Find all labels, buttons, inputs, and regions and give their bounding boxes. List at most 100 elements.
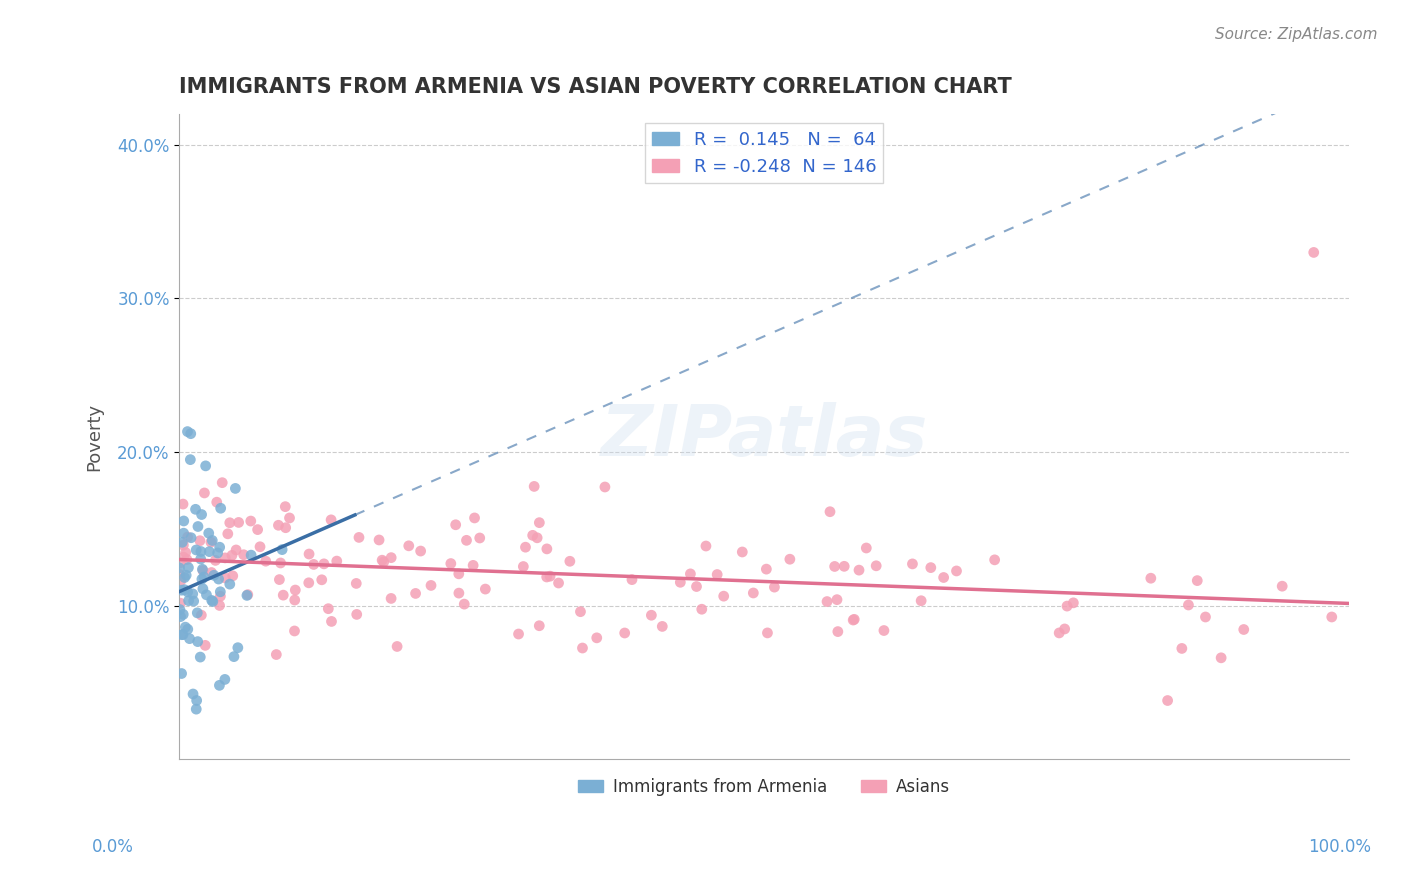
Immigrants from Armenia	[190, 544, 212, 558]
Immigrants from Armenia	[169, 609, 191, 624]
Asians	[901, 557, 924, 571]
Immigrants from Armenia	[226, 640, 249, 655]
Asians	[1171, 641, 1194, 656]
Immigrants from Armenia	[209, 501, 232, 516]
Asians	[249, 540, 271, 554]
Asians	[194, 638, 217, 652]
Immigrants from Armenia	[187, 634, 209, 648]
Immigrants from Armenia	[173, 582, 195, 597]
Asians	[311, 573, 333, 587]
Asians	[1302, 245, 1324, 260]
Asians	[278, 511, 301, 525]
Asians	[669, 575, 692, 590]
Asians	[205, 495, 228, 509]
Asians	[640, 608, 662, 623]
Immigrants from Armenia	[184, 502, 207, 516]
Asians	[214, 550, 236, 565]
Asians	[174, 545, 197, 559]
Immigrants from Armenia	[224, 482, 246, 496]
Immigrants from Armenia	[181, 587, 204, 601]
Asians	[188, 533, 211, 548]
Asians	[1233, 623, 1256, 637]
Immigrants from Armenia	[201, 593, 224, 607]
Immigrants from Armenia	[179, 632, 201, 646]
Asians	[302, 558, 325, 572]
Asians	[569, 605, 592, 619]
Asians	[222, 569, 245, 583]
Asians	[910, 593, 932, 607]
Immigrants from Armenia	[187, 519, 209, 533]
Immigrants from Armenia	[195, 588, 218, 602]
Asians	[593, 480, 616, 494]
Asians	[526, 531, 548, 545]
Asians	[763, 580, 786, 594]
Asians	[983, 553, 1005, 567]
Asians	[755, 562, 778, 576]
Asians	[1056, 599, 1078, 613]
Asians	[529, 618, 551, 632]
Asians	[536, 541, 558, 556]
Asians	[463, 558, 485, 573]
Asians	[523, 479, 546, 493]
Immigrants from Armenia	[207, 572, 229, 586]
Immigrants from Armenia	[177, 622, 200, 636]
Immigrants from Armenia	[176, 585, 198, 599]
Asians	[321, 615, 343, 629]
Immigrants from Armenia	[240, 548, 263, 562]
Asians	[844, 612, 866, 626]
Asians	[508, 627, 530, 641]
Immigrants from Armenia	[214, 673, 236, 687]
Asians	[832, 559, 855, 574]
Asians	[169, 596, 191, 610]
Asians	[274, 521, 297, 535]
Asians	[474, 582, 496, 596]
Asians	[312, 557, 335, 571]
Asians	[398, 539, 420, 553]
Asians	[620, 573, 643, 587]
Asians	[236, 588, 259, 602]
Immigrants from Armenia	[172, 607, 194, 622]
Immigrants from Armenia	[183, 594, 205, 608]
Asians	[1211, 650, 1233, 665]
Asians	[685, 580, 707, 594]
Asians	[1140, 571, 1163, 585]
Asians	[571, 640, 593, 655]
Asians	[221, 549, 243, 563]
Asians	[1187, 574, 1209, 588]
Asians	[855, 541, 877, 555]
Asians	[420, 578, 443, 592]
Immigrants from Armenia	[190, 508, 212, 522]
Asians	[228, 516, 250, 530]
Text: IMMIGRANTS FROM ARMENIA VS ASIAN POVERTY CORRELATION CHART: IMMIGRANTS FROM ARMENIA VS ASIAN POVERTY…	[180, 78, 1012, 97]
Asians	[453, 597, 475, 611]
Immigrants from Armenia	[202, 568, 225, 582]
Immigrants from Armenia	[180, 531, 202, 545]
Asians	[172, 538, 194, 552]
Asians	[239, 514, 262, 528]
Immigrants from Armenia	[198, 544, 221, 558]
Immigrants from Armenia	[174, 568, 197, 582]
Immigrants from Armenia	[186, 702, 208, 716]
Asians	[409, 544, 432, 558]
Asians	[547, 576, 569, 591]
Asians	[373, 555, 395, 569]
Asians	[214, 571, 236, 585]
Asians	[731, 545, 754, 559]
Immigrants from Armenia	[174, 620, 197, 634]
Asians	[318, 601, 340, 615]
Text: 100.0%: 100.0%	[1308, 838, 1371, 856]
Asians	[613, 626, 636, 640]
Asians	[536, 570, 558, 584]
Asians	[368, 533, 391, 547]
Asians	[267, 518, 290, 533]
Immigrants from Armenia	[179, 452, 201, 467]
Asians	[848, 563, 870, 577]
Immigrants from Armenia	[218, 577, 240, 591]
Asians	[173, 550, 195, 565]
Text: 0.0%: 0.0%	[91, 838, 134, 856]
Asians	[1053, 622, 1076, 636]
Text: ZIPatlas: ZIPatlas	[600, 402, 928, 471]
Immigrants from Armenia	[186, 693, 208, 707]
Immigrants from Armenia	[208, 540, 231, 554]
Immigrants from Armenia	[173, 514, 195, 528]
